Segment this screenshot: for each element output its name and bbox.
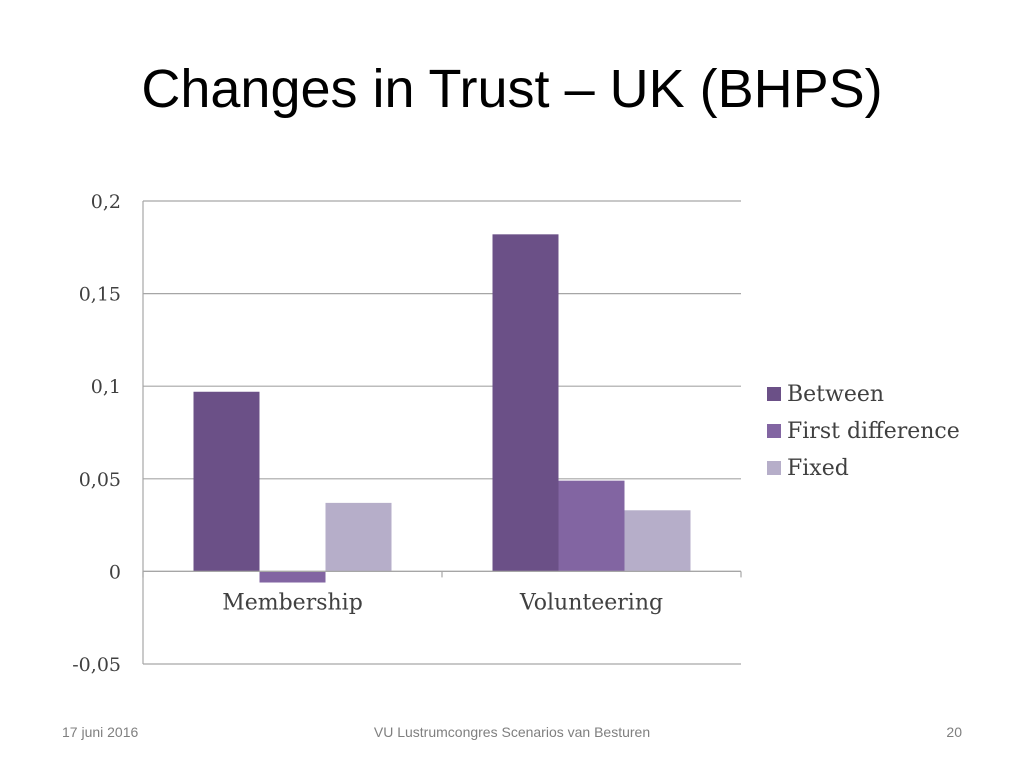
y-tick-label: 0 <box>109 561 121 583</box>
slide-title: Changes in Trust – UK (BHPS) <box>141 59 883 119</box>
legend-label: First difference <box>787 419 960 444</box>
legend: Between First difference Fixed <box>767 382 960 481</box>
legend-label: Fixed <box>787 456 849 481</box>
y-tick-label: 0,2 <box>91 191 121 213</box>
x-axis-labels: Membership Volunteering <box>222 590 663 615</box>
y-tick-label: -0,05 <box>72 654 121 676</box>
legend-swatch <box>767 387 781 401</box>
footer-page-number: 20 <box>946 724 962 740</box>
bar-fixed-volunteering <box>624 510 691 572</box>
y-tick-label: 0,05 <box>79 469 121 491</box>
bar-chart: 0,2 0,15 0,1 0,05 0 -0,05 Membership Volunteer… <box>72 191 960 676</box>
bar-first-difference-membership <box>259 571 326 583</box>
bar-first-difference-volunteering <box>558 480 625 572</box>
footer-date: 17 juni 2016 <box>62 724 139 740</box>
footer-presentation-title: VU Lustrumcongres Scenarios van Besturen <box>373 724 651 740</box>
x-category-label: Volunteering <box>519 590 663 615</box>
x-category-label: Membership <box>222 590 363 615</box>
y-tick-label: 0,1 <box>91 376 121 398</box>
legend-swatch <box>767 424 781 438</box>
legend-swatch <box>767 461 781 475</box>
bar-between-volunteering <box>492 234 559 572</box>
bars <box>193 234 691 583</box>
y-tick-label: 0,15 <box>79 284 121 306</box>
axes <box>142 201 742 664</box>
y-axis-ticks: 0,2 0,15 0,1 0,05 0 -0,05 <box>72 191 121 676</box>
legend-label: Between <box>787 382 884 407</box>
bar-fixed-membership <box>325 502 392 572</box>
bar-between-membership <box>193 391 260 572</box>
